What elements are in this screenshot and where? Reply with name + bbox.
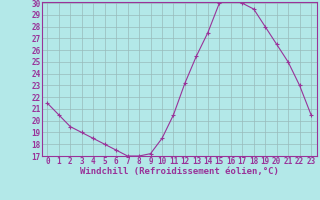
- X-axis label: Windchill (Refroidissement éolien,°C): Windchill (Refroidissement éolien,°C): [80, 167, 279, 176]
